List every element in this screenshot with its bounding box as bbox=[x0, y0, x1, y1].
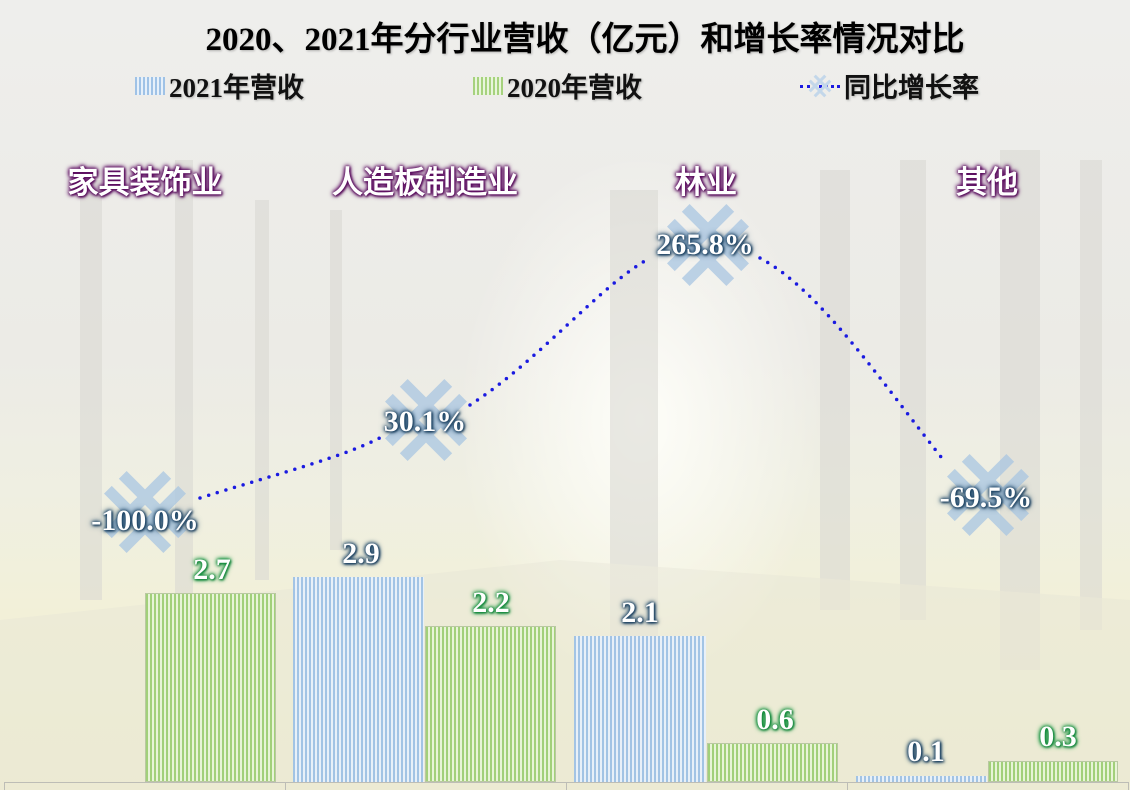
x-axis-tick bbox=[847, 782, 848, 790]
category-label-furniture: 家具装饰业 bbox=[67, 165, 223, 201]
x-axis-tick bbox=[566, 782, 567, 790]
growth-marker-other-icon bbox=[946, 453, 1030, 537]
legend-swatch-2020 bbox=[473, 76, 503, 95]
legend-label-growth: 同比增长率 bbox=[844, 73, 979, 103]
growth-marker-furniture-icon bbox=[103, 470, 187, 554]
x-axis-tick bbox=[285, 782, 286, 790]
growth-label-furniture: -100.0% bbox=[91, 504, 199, 537]
bar-2021-forestry bbox=[574, 636, 706, 782]
bar-2021-other bbox=[856, 776, 987, 782]
value-label-2020-furniture: 2.7 bbox=[193, 553, 231, 586]
legend-item-2021-revenue: 2021年营收 bbox=[135, 66, 304, 105]
x-axis-tick bbox=[4, 782, 5, 790]
legend-swatch-2021 bbox=[135, 76, 165, 95]
chart-title: 2020、2021年分行业营收（亿元）和增长率情况对比 bbox=[205, 22, 965, 58]
growth-label-forestry: 265.8% bbox=[656, 228, 754, 261]
category-label-wood-panel: 人造板制造业 bbox=[332, 165, 518, 201]
legend-item-growth-rate: 同比增长率 bbox=[800, 66, 979, 105]
growth-label-other: -69.5% bbox=[939, 481, 1033, 514]
bar-2021-wood-panel bbox=[293, 577, 424, 782]
legend-label-2021: 2021年营收 bbox=[169, 73, 304, 103]
x-axis-tick bbox=[1128, 782, 1129, 790]
value-label-2021-wood-panel: 2.9 bbox=[342, 537, 380, 570]
value-label-2020-wood-panel: 2.2 bbox=[472, 586, 510, 619]
bar-2020-furniture bbox=[145, 593, 276, 782]
legend-label-2020: 2020年营收 bbox=[507, 73, 642, 103]
bar-2020-other bbox=[988, 761, 1118, 782]
growth-marker-forestry-icon bbox=[666, 203, 750, 287]
bar-2020-forestry bbox=[707, 743, 838, 782]
legend-line-marker-icon bbox=[800, 74, 840, 98]
growth-marker-wood-panel-icon bbox=[384, 378, 468, 462]
value-label-2021-forestry: 2.1 bbox=[621, 596, 659, 629]
value-label-2020-other: 0.3 bbox=[1039, 720, 1077, 753]
value-label-2021-other: 0.1 bbox=[907, 735, 945, 768]
legend-item-2020-revenue: 2020年营收 bbox=[473, 66, 642, 105]
bar-2020-wood-panel bbox=[425, 626, 556, 782]
value-label-2020-forestry: 0.6 bbox=[756, 703, 794, 736]
growth-label-wood-panel: 30.1% bbox=[383, 405, 467, 438]
category-label-forestry: 林业 bbox=[675, 165, 737, 201]
category-label-other: 其他 bbox=[956, 165, 1018, 201]
